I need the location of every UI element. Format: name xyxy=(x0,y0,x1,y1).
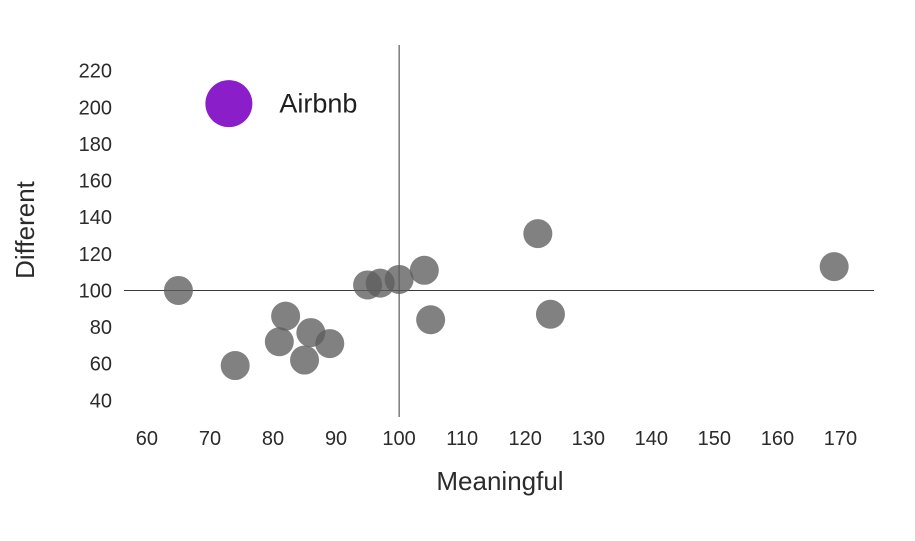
y-tick-label: 200 xyxy=(79,97,112,119)
y-tick-label: 100 xyxy=(79,280,112,302)
x-axis-title: Meaningful xyxy=(436,466,563,496)
y-tick-label: 160 xyxy=(79,171,112,193)
x-tick-label: 140 xyxy=(635,428,668,450)
y-tick-label: 220 xyxy=(79,61,112,83)
x-tick-label: 150 xyxy=(698,428,731,450)
x-tick-label: 130 xyxy=(572,428,605,450)
data-point xyxy=(384,264,414,294)
data-point xyxy=(264,327,294,357)
x-tick-label: 70 xyxy=(199,428,221,450)
airbnb-label: Airbnb xyxy=(279,89,357,119)
x-tick-label: 160 xyxy=(761,428,794,450)
data-point xyxy=(163,275,193,305)
data-point xyxy=(290,345,320,375)
data-point xyxy=(535,299,565,329)
data-point xyxy=(523,219,553,249)
data-point xyxy=(315,329,345,359)
data-point xyxy=(416,305,446,335)
x-tick-label: 80 xyxy=(262,428,284,450)
y-tick-label: 80 xyxy=(90,317,112,339)
x-tick-label: 110 xyxy=(446,428,478,450)
x-tick-label: 170 xyxy=(824,428,857,450)
y-axis-title: Different xyxy=(10,180,40,279)
y-tick-label: 140 xyxy=(79,207,112,229)
data-point xyxy=(819,252,849,282)
airbnb-point xyxy=(205,80,253,128)
y-tick-label: 40 xyxy=(90,390,112,412)
data-point xyxy=(271,301,301,331)
y-tick-label: 180 xyxy=(79,134,112,156)
data-point xyxy=(220,351,250,381)
x-tick-label: 100 xyxy=(382,428,415,450)
x-tick-label: 90 xyxy=(325,428,347,450)
data-point xyxy=(409,255,439,285)
y-tick-label: 120 xyxy=(79,244,112,266)
x-tick-label: 120 xyxy=(509,428,542,450)
x-tick-label: 60 xyxy=(136,428,158,450)
y-tick-label: 60 xyxy=(90,354,112,376)
